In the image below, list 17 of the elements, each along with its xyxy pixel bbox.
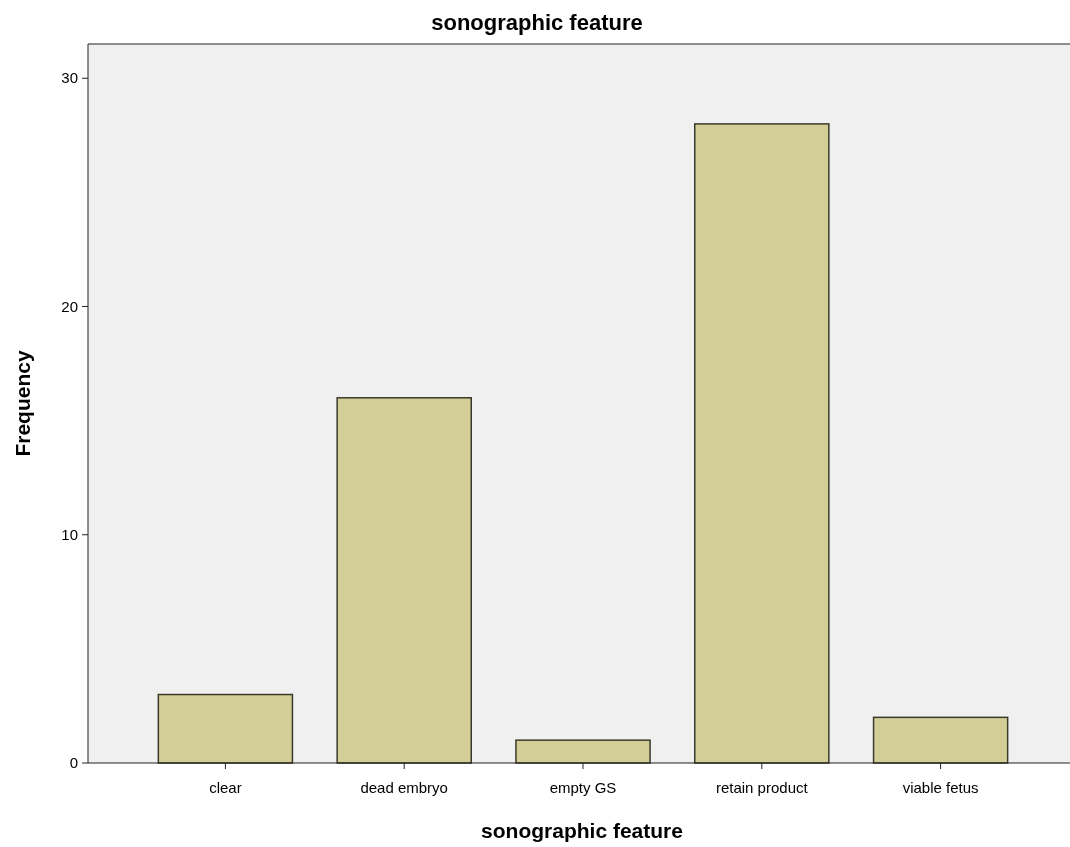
x-tick-label: retain product <box>715 779 809 796</box>
x-tick-label: viable fetus <box>902 779 979 796</box>
bar <box>336 397 472 764</box>
x-tick-label: dead embryo <box>360 779 448 796</box>
bar <box>157 693 294 764</box>
bar <box>872 716 1009 764</box>
x-tick-label: empty GS <box>549 779 617 796</box>
y-tick-label: 10 <box>61 526 78 543</box>
y-axis-title: Frequency <box>11 350 34 457</box>
chart-title: sonographic feature <box>431 10 643 35</box>
y-tick-label: 20 <box>61 297 78 315</box>
bar <box>515 739 651 764</box>
y-tick-label: 30 <box>61 69 78 87</box>
x-tick-label: clear <box>209 779 242 796</box>
y-tick-label: 0 <box>69 754 78 772</box>
x-axis-title: sonographic feature <box>481 819 683 842</box>
bar <box>694 123 830 764</box>
